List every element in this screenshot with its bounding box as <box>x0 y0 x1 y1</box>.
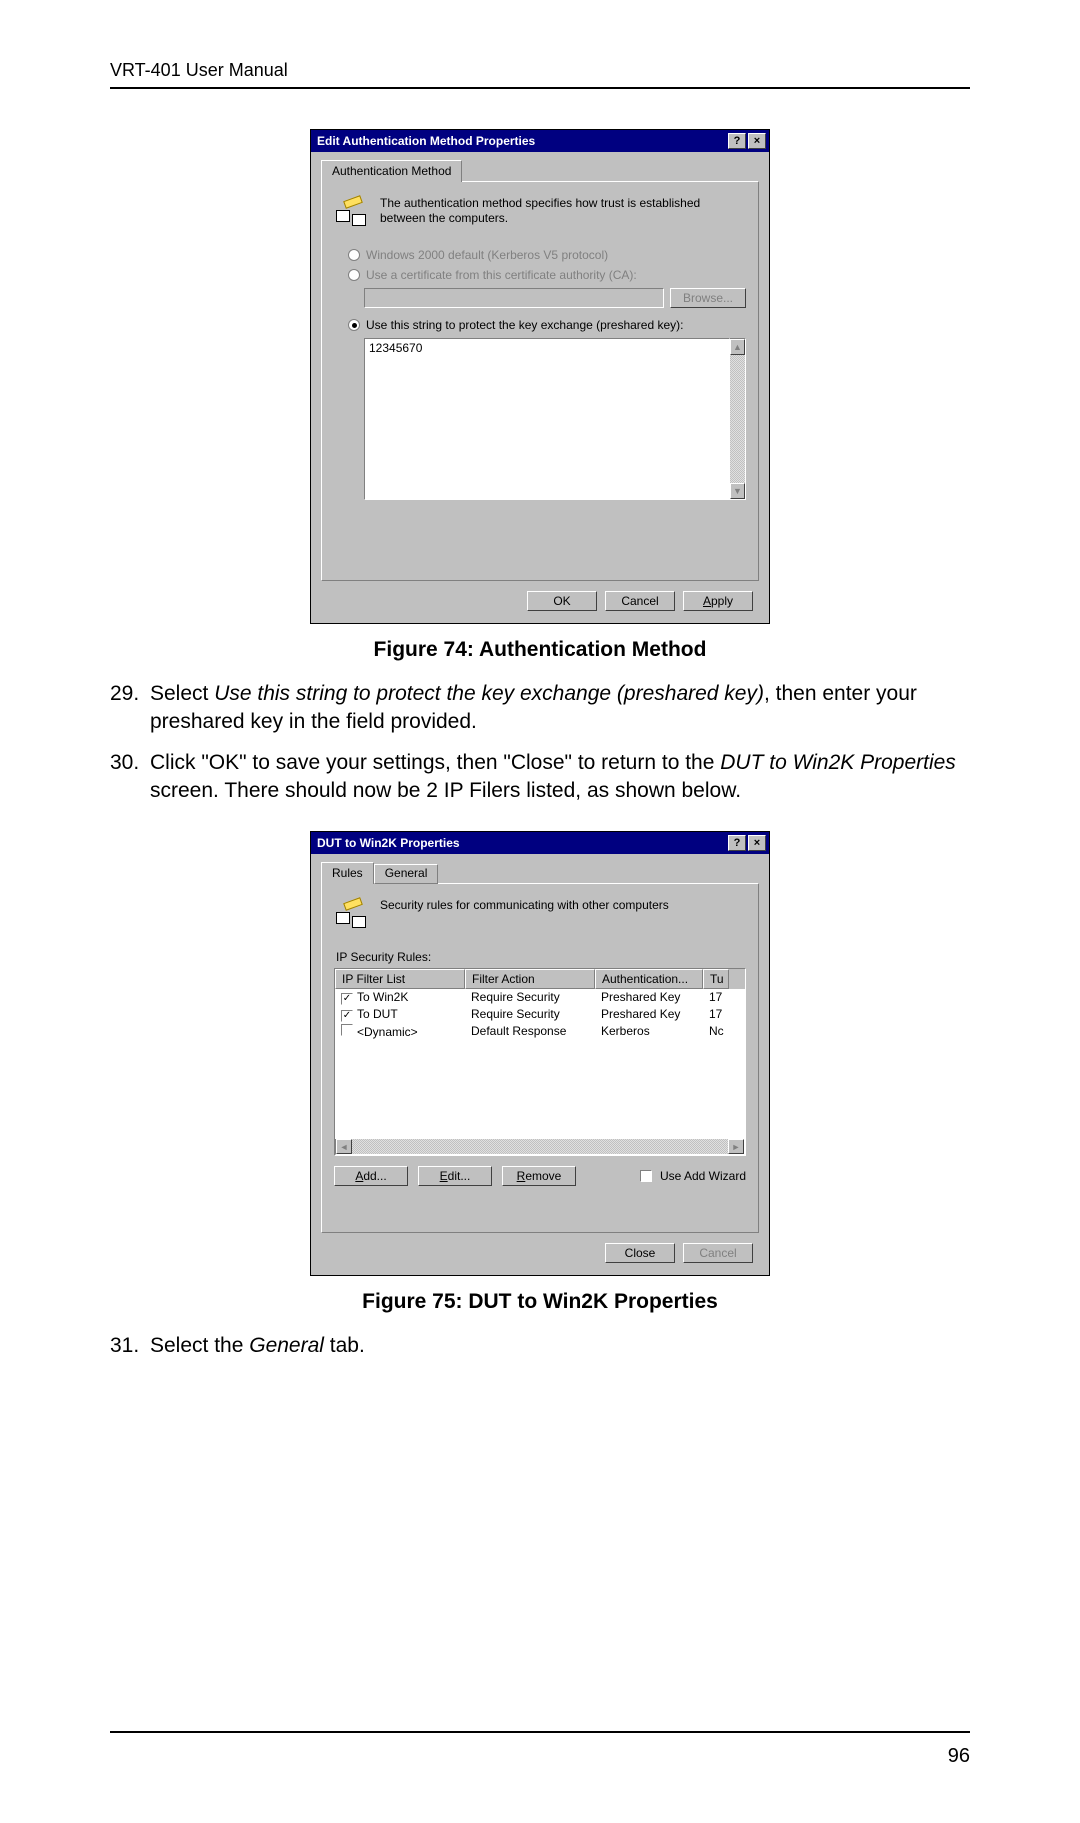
figure75-caption: Figure 75: DUT to Win2K Properties <box>110 1290 970 1314</box>
radio-kerberos-label: Windows 2000 default (Kerberos V5 protoc… <box>366 248 608 262</box>
rules-description: Security rules for communicating with ot… <box>380 898 669 913</box>
dut-win2k-dialog: DUT to Win2K Properties ? × Rules Genera… <box>310 831 770 1276</box>
network-key-icon <box>334 196 368 230</box>
col-filter-list[interactable]: IP Filter List <box>335 969 465 989</box>
h-scrollbar[interactable]: ◄ ► <box>335 1139 745 1155</box>
table-row[interactable]: ✓To DUT Require Security Preshared Key 1… <box>335 1006 745 1023</box>
close-icon[interactable]: × <box>748 133 766 149</box>
scroll-left-icon[interactable]: ◄ <box>336 1139 352 1154</box>
dialog-title: DUT to Win2K Properties <box>317 836 728 850</box>
help-icon[interactable]: ? <box>728 835 746 851</box>
checkbox-icon[interactable]: ✓ <box>341 1010 353 1022</box>
step-text: Click "OK" to save your settings, then "… <box>150 749 970 806</box>
ip-rules-listview[interactable]: IP Filter List Filter Action Authenticat… <box>334 968 746 1156</box>
figure74-caption: Figure 74: Authentication Method <box>110 638 970 662</box>
use-wizard-label: Use Add Wizard <box>660 1169 746 1183</box>
close-button[interactable]: Close <box>605 1243 675 1263</box>
tab-rules[interactable]: Rules <box>321 862 374 884</box>
dialog-titlebar[interactable]: DUT to Win2K Properties ? × <box>311 832 769 854</box>
radio-preshared-label: Use this string to protect the key excha… <box>366 318 684 332</box>
footer-rule <box>110 1731 970 1733</box>
dialog-titlebar[interactable]: Edit Authentication Method Properties ? … <box>311 130 769 152</box>
col-authentication[interactable]: Authentication... <box>595 969 703 989</box>
network-key-icon <box>334 898 368 932</box>
auth-method-dialog: Edit Authentication Method Properties ? … <box>310 129 770 624</box>
tab-general[interactable]: General <box>374 864 439 884</box>
browse-button: Browse... <box>670 288 746 308</box>
edit-button[interactable]: Edit... <box>418 1166 492 1186</box>
table-row[interactable]: <Dynamic> Default Response Kerberos Nc <box>335 1023 745 1040</box>
ok-button[interactable]: OK <box>527 591 597 611</box>
use-wizard-checkbox[interactable]: Use Add Wizard <box>640 1169 746 1183</box>
scroll-right-icon[interactable]: ► <box>728 1139 744 1154</box>
help-icon[interactable]: ? <box>728 133 746 149</box>
table-row[interactable]: ✓To Win2K Require Security Preshared Key… <box>335 989 745 1006</box>
step-number: 31. <box>110 1332 150 1360</box>
page-header: VRT-401 User Manual <box>110 60 970 81</box>
cancel-button: Cancel <box>683 1243 753 1263</box>
apply-button[interactable]: Apply <box>683 591 753 611</box>
preshared-key-input[interactable]: 12345670 <box>364 338 730 500</box>
radio-kerberos[interactable]: Windows 2000 default (Kerberos V5 protoc… <box>348 248 746 262</box>
auth-description: The authentication method specifies how … <box>380 196 746 226</box>
cancel-button[interactable]: Cancel <box>605 591 675 611</box>
step-text: Select the General tab. <box>150 1332 970 1360</box>
scroll-down-icon[interactable]: ▼ <box>730 483 745 499</box>
col-filter-action[interactable]: Filter Action <box>465 969 595 989</box>
step-number: 30. <box>110 749 150 806</box>
radio-certificate[interactable]: Use a certificate from this certificate … <box>348 268 746 282</box>
col-tunnel[interactable]: Tu <box>703 969 729 989</box>
step-number: 29. <box>110 680 150 737</box>
checkbox-icon[interactable] <box>640 1170 652 1182</box>
checkbox-icon[interactable] <box>341 1024 353 1036</box>
ca-input <box>364 288 664 308</box>
checkbox-icon[interactable]: ✓ <box>341 993 353 1005</box>
tab-auth-method[interactable]: Authentication Method <box>321 160 462 182</box>
scrollbar[interactable]: ▲ ▼ <box>730 338 746 500</box>
radio-certificate-label: Use a certificate from this certificate … <box>366 268 637 282</box>
ip-rules-label: IP Security Rules: <box>336 950 746 964</box>
radio-preshared[interactable]: Use this string to protect the key excha… <box>348 318 746 332</box>
page-number: 96 <box>948 1745 970 1768</box>
dialog-title: Edit Authentication Method Properties <box>317 134 728 148</box>
scroll-up-icon[interactable]: ▲ <box>730 339 745 355</box>
close-icon[interactable]: × <box>748 835 766 851</box>
header-rule <box>110 87 970 89</box>
add-button[interactable]: Add... <box>334 1166 408 1186</box>
remove-button[interactable]: Remove <box>502 1166 576 1186</box>
step-text: Select Use this string to protect the ke… <box>150 680 970 737</box>
listview-header: IP Filter List Filter Action Authenticat… <box>335 969 745 989</box>
